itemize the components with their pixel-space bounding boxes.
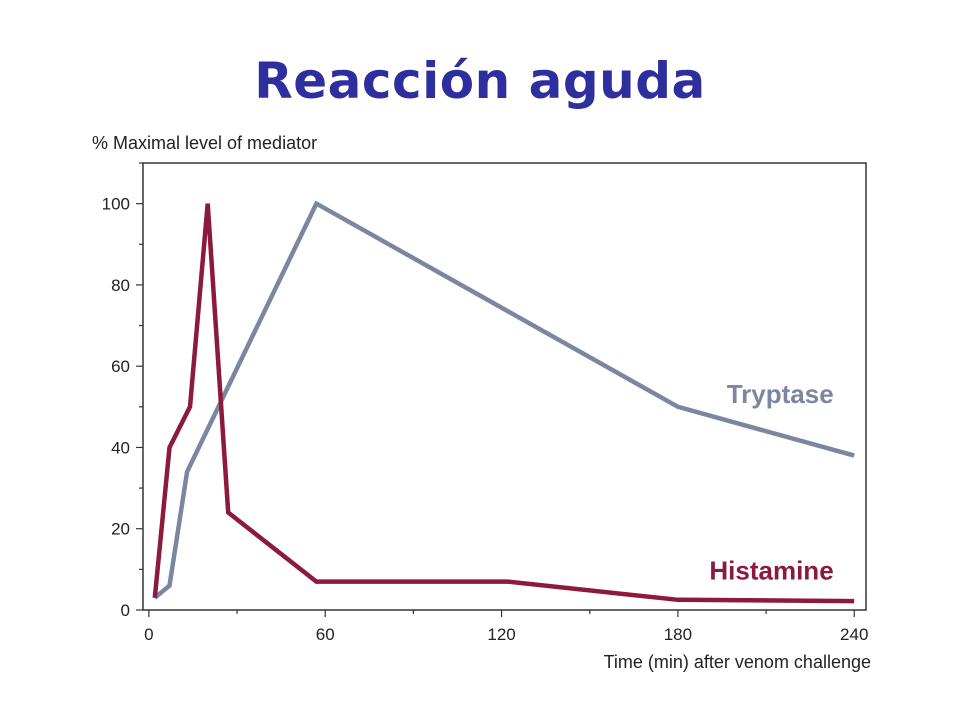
slide-title: Reacción aguda — [254, 52, 706, 110]
y-axis-title: % Maximal level of mediator — [92, 133, 317, 153]
x-axis-title: Time (min) after venom challenge — [604, 652, 871, 672]
y-tick-label: 0 — [121, 601, 130, 620]
series-line-histamine — [152, 203, 855, 604]
plot-frame — [142, 162, 867, 611]
x-tick-label: 180 — [664, 625, 692, 644]
x-tick-label: 120 — [487, 625, 515, 644]
series-label-tryptase: Tryptase — [727, 379, 834, 409]
x-tick-label: 60 — [316, 625, 335, 644]
y-tick-label: 60 — [111, 357, 130, 376]
y-tick-label: 20 — [111, 520, 130, 539]
y-tick-label: 100 — [102, 195, 130, 214]
y-tick-label: 40 — [111, 438, 130, 457]
series-label-histamine: Histamine — [709, 556, 833, 586]
series-line-tryptase — [153, 200, 855, 600]
y-tick-label: 80 — [111, 276, 130, 295]
x-tick-label: 0 — [144, 625, 153, 644]
x-tick-label: 240 — [840, 625, 868, 644]
